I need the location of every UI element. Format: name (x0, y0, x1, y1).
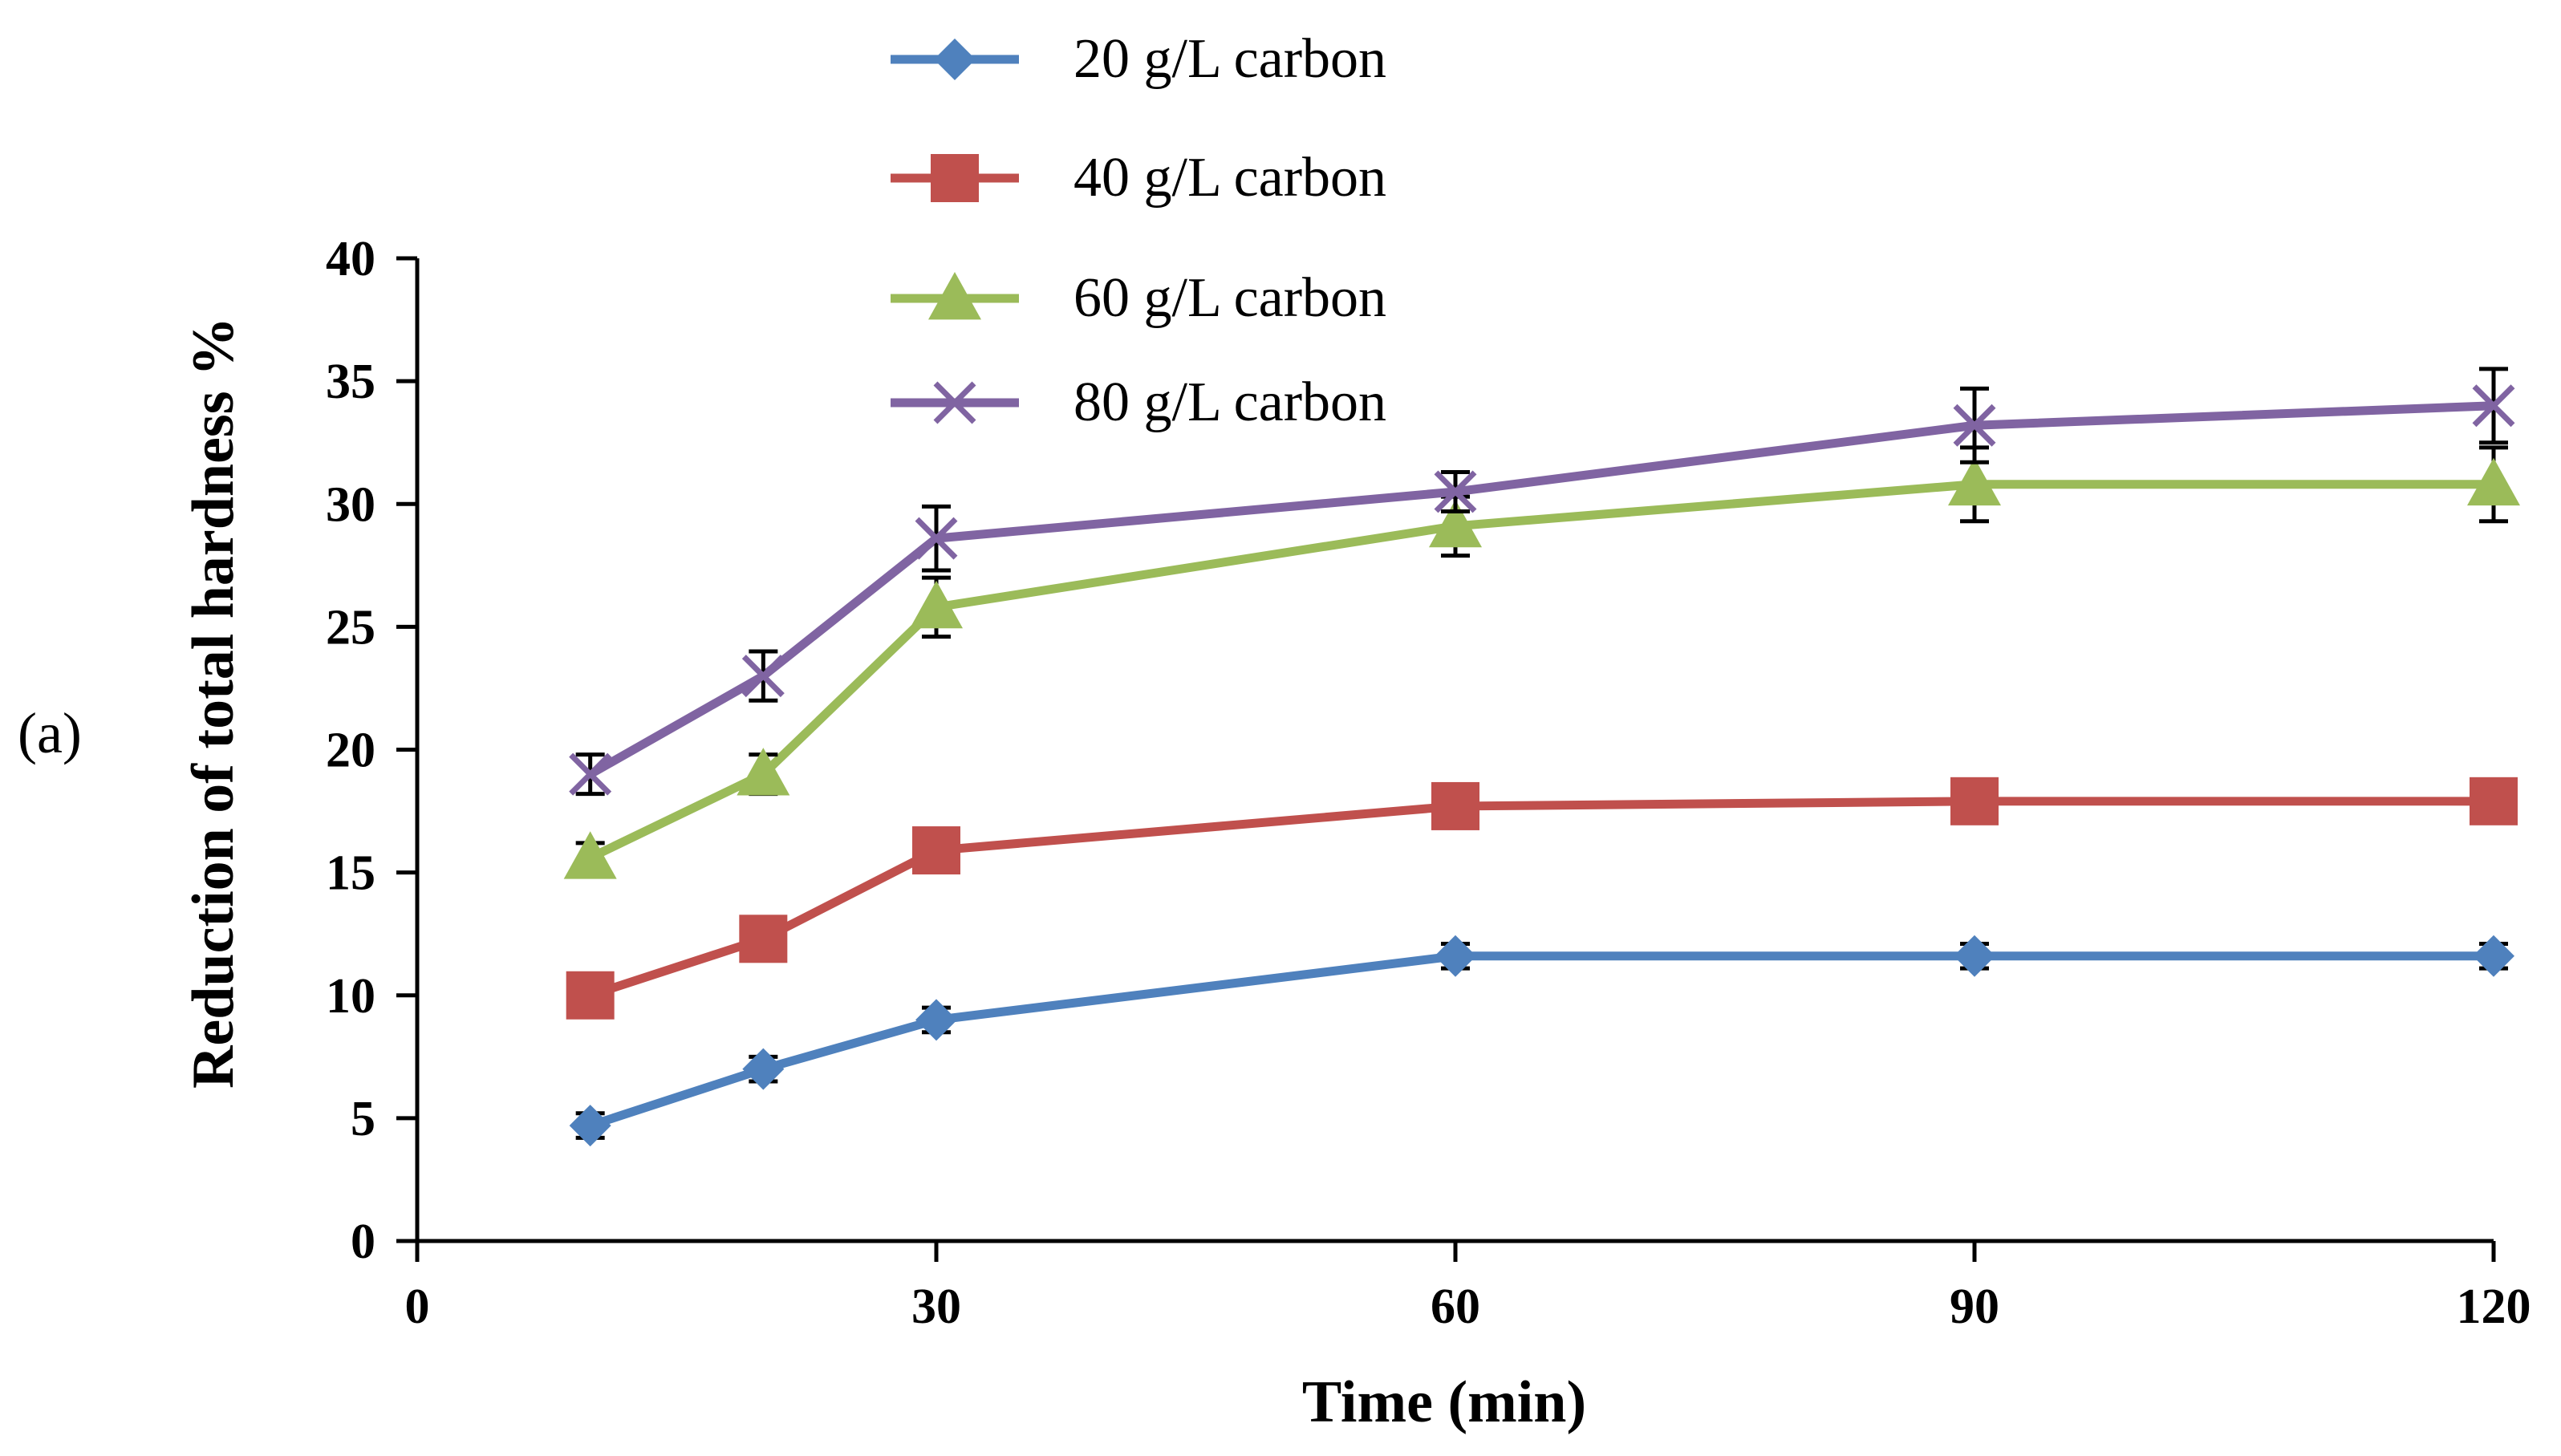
series-1 (569, 935, 2514, 1147)
data-point (742, 1048, 785, 1090)
legend-item-1: 20 g/L carbon (891, 28, 1386, 90)
data-point (915, 517, 958, 560)
marker-stroke (933, 381, 976, 424)
x-tick-label: 0 (405, 1280, 430, 1334)
series-2 (566, 777, 2518, 1020)
data-point (737, 748, 790, 796)
data-point (566, 971, 615, 1020)
data-point (2467, 457, 2520, 506)
panel-label: (a) (18, 701, 82, 765)
y-tick-label: 5 (351, 1092, 375, 1146)
data-point (912, 826, 960, 875)
x-tick-label: 60 (1431, 1280, 1480, 1334)
legend: 20 g/L carbon 40 g/L carbon 60 g/L carbon 8… (891, 28, 1386, 433)
x-tick-label: 90 (1950, 1280, 1999, 1334)
y-axis-title: Reduction of total hardness % (181, 317, 246, 1089)
x-tick-label: 120 (2457, 1280, 2531, 1334)
legend-item-2: 40 g/L carbon (891, 147, 1386, 209)
marker-stroke (741, 655, 785, 698)
series-line (588, 951, 2494, 1130)
legend-label: 40 g/L carbon (1074, 147, 1386, 209)
data-point (2473, 935, 2514, 977)
data-point (2472, 384, 2515, 428)
legend-swatch-marker (934, 39, 976, 80)
marker-stroke (2472, 384, 2515, 428)
y-tick-label: 15 (326, 846, 375, 901)
series-line (588, 797, 2494, 1000)
data-point (569, 1105, 611, 1147)
legend-swatch-marker (931, 154, 979, 202)
y-tick-label: 20 (326, 724, 375, 778)
legend-label: 60 g/L carbon (1074, 267, 1386, 329)
data-point (741, 655, 785, 698)
y-tick-label: 25 (326, 600, 375, 655)
legend-item-4: 80 g/L carbon (891, 371, 1386, 433)
plot-area (563, 367, 2520, 1147)
y-tick-label: 0 (351, 1215, 375, 1269)
data-point (910, 580, 963, 629)
data-point (1954, 935, 1995, 977)
legend-label: 20 g/L carbon (1074, 28, 1386, 90)
marker-stroke (915, 517, 958, 560)
y-tick-label: 30 (326, 477, 375, 532)
data-point (915, 999, 957, 1041)
marker-stroke (569, 752, 612, 796)
data-point (563, 831, 617, 879)
series-4 (569, 367, 2515, 797)
data-point (1434, 470, 1477, 513)
data-point (1435, 935, 1476, 977)
x-tick-label: 30 (911, 1280, 961, 1334)
y-tick-label: 35 (326, 355, 375, 409)
x-ticks: 0 30 60 90 120 (405, 1241, 2531, 1334)
data-point (1948, 457, 2001, 506)
marker-stroke (1953, 404, 1996, 447)
y-tick-label: 40 (326, 232, 375, 286)
legend-item-3: 60 g/L carbon (891, 267, 1386, 329)
data-point (1429, 499, 1482, 548)
marker-stroke (1434, 470, 1477, 513)
data-point (2470, 777, 2518, 825)
data-point (569, 752, 612, 796)
legend-swatch-marker (928, 272, 981, 320)
y-tick-label: 10 (326, 969, 375, 1024)
data-point (1950, 777, 1999, 825)
x-axis-title: Time (min) (1302, 1369, 1586, 1435)
y-ticks: 0 5 10 15 20 25 30 35 40 (326, 232, 417, 1269)
axes (415, 258, 2494, 1243)
legend-label: 80 g/L carbon (1074, 371, 1386, 433)
data-point (739, 915, 788, 963)
data-point (1953, 404, 1996, 447)
series-3 (563, 445, 2520, 879)
series-line (588, 480, 2494, 862)
series-line (587, 401, 2494, 778)
data-point (1431, 781, 1479, 830)
legend-swatch-marker (933, 381, 976, 424)
